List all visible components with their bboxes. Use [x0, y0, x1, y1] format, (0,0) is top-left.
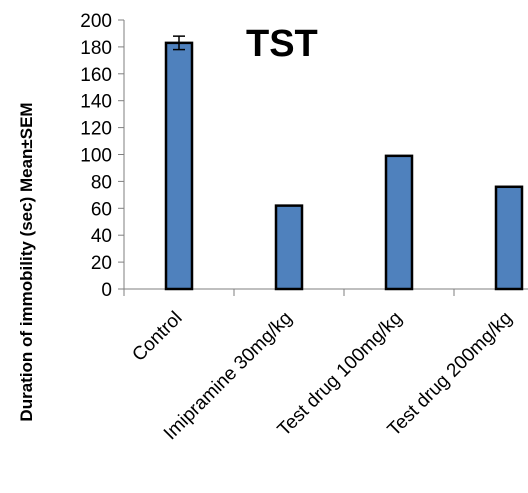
- y-tick-label: 200: [80, 11, 112, 32]
- bar: [274, 204, 304, 291]
- y-tick-label: 140: [80, 92, 112, 113]
- y-tick-label: 0: [101, 280, 112, 301]
- y-tick-label: 120: [80, 119, 112, 140]
- y-tick-label: 60: [91, 199, 112, 220]
- chart-title: TST: [246, 23, 318, 65]
- x-category-label: Test drug 200mg/kg: [384, 308, 517, 441]
- y-tick-label: 180: [80, 38, 112, 59]
- y-axis-ticks: 0 20 40 60 80 100 120 140 160 180 200: [80, 11, 124, 301]
- y-tick-label: 160: [80, 65, 112, 86]
- bar: [384, 154, 414, 291]
- bar: [494, 185, 524, 291]
- y-tick-label: 40: [91, 226, 112, 247]
- x-category-label: Test drug 100mg/kg: [274, 308, 407, 441]
- y-tick-label: 80: [91, 172, 112, 193]
- x-category-label: Control: [128, 308, 186, 366]
- bars: [164, 35, 524, 291]
- y-tick-label: 20: [91, 253, 112, 274]
- y-axis-label: Duration of immobility (sec) Mean±SEM: [17, 102, 36, 421]
- y-tick-label: 100: [80, 146, 112, 167]
- bar: [164, 41, 194, 291]
